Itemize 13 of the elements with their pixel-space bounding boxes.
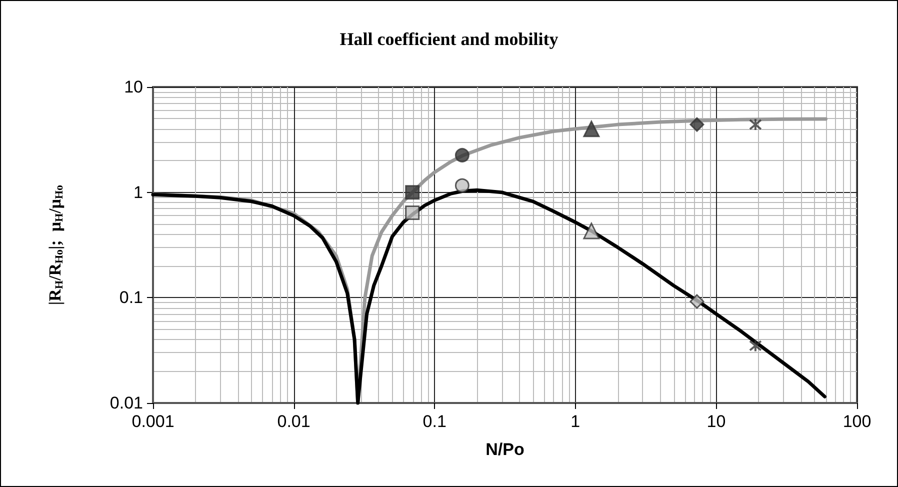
- x-axis-title: N/Po: [486, 440, 524, 459]
- y-tick-label: 0.01: [110, 394, 143, 412]
- x-tick-label: 0.001: [132, 412, 174, 431]
- y-axis-title: |RH/RHo|; μH/μHo: [46, 184, 66, 306]
- x-tick-label: 100: [842, 412, 872, 431]
- x-tick-label: 10: [706, 412, 726, 431]
- x-tick-label: 1: [570, 412, 580, 431]
- y-tick-label: 1: [134, 182, 143, 202]
- y-tick-label: 10: [124, 78, 143, 96]
- chart-title: Hall coefficient and mobility: [340, 29, 558, 49]
- x-tick-label: 0.1: [422, 412, 446, 431]
- y-tick-label: 0.1: [119, 288, 143, 308]
- x-tick-label: 0.01: [277, 412, 310, 431]
